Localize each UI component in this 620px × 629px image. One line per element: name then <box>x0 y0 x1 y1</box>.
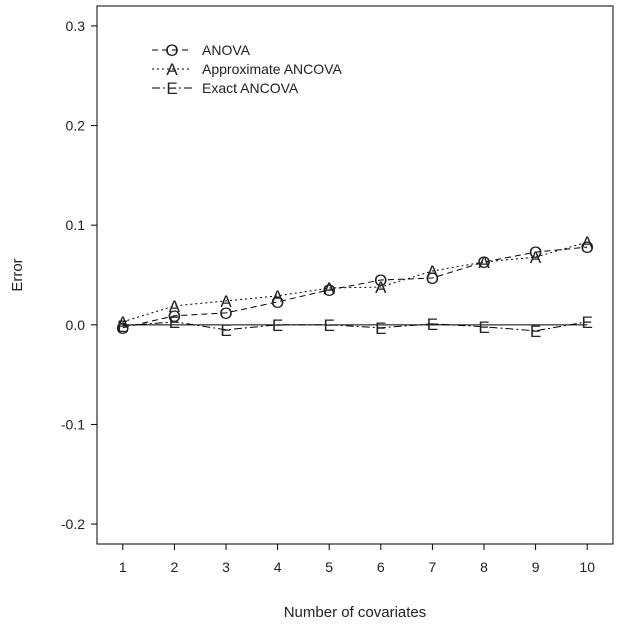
series-layer <box>122 241 588 332</box>
data-point-marker: A <box>375 278 387 297</box>
data-point-marker: O <box>477 253 490 272</box>
series-line-3 <box>122 321 588 332</box>
legend-marker: A <box>166 60 178 79</box>
y-axis: -0.2 -0.1 0.0 0.1 0.2 0.3 <box>61 18 97 532</box>
y-tick-label: -0.2 <box>61 516 85 532</box>
data-point-marker: O <box>581 238 594 257</box>
series-line-1 <box>122 246 588 329</box>
x-tick-label: 2 <box>171 559 179 575</box>
data-point-marker: O <box>116 319 129 338</box>
x-tick-label: 4 <box>274 559 282 575</box>
data-point-marker: E <box>117 317 128 336</box>
y-tick-label: 0.3 <box>66 18 86 34</box>
data-point-marker: E <box>375 319 386 338</box>
plot-frame <box>96 5 614 545</box>
data-point-marker: O <box>271 293 284 312</box>
data-point-marker: A <box>582 233 594 252</box>
data-point-marker: E <box>478 318 489 337</box>
x-tick-label: 9 <box>532 559 540 575</box>
legend-label: Exact ANCOVA <box>202 80 299 96</box>
x-tick-label: 6 <box>377 559 385 575</box>
data-point-marker: E <box>427 315 438 334</box>
data-point-marker: A <box>272 287 284 306</box>
x-tick-label: 5 <box>325 559 333 575</box>
data-point-marker: E <box>272 316 283 335</box>
legend-label: ANOVA <box>202 42 251 58</box>
data-point-marker: E <box>324 316 335 335</box>
y-tick-label: -0.1 <box>61 416 85 432</box>
x-tick-label: 10 <box>579 559 595 575</box>
data-point-marker: E <box>582 313 593 332</box>
data-point-marker: O <box>426 269 439 288</box>
y-tick-label: 0.0 <box>66 317 86 333</box>
data-point-marker: O <box>323 281 336 300</box>
data-point-marker: A <box>324 279 336 298</box>
x-tick-label: 7 <box>429 559 437 575</box>
data-point-marker: O <box>529 243 542 262</box>
legend-marker: O <box>165 41 178 60</box>
y-tick-label: 0.2 <box>66 118 86 134</box>
x-axis: 1 2 3 4 5 6 7 8 9 10 <box>119 544 595 575</box>
data-point-marker: A <box>530 248 542 267</box>
x-tick-label: 3 <box>222 559 230 575</box>
data-point-marker: E <box>220 321 231 340</box>
data-point-marker: O <box>168 307 181 326</box>
legend-label: Approximate ANCOVA <box>202 61 342 77</box>
data-point-marker: A <box>117 313 129 332</box>
legend-marker: E <box>166 79 177 98</box>
data-point-marker: E <box>530 322 541 341</box>
data-point-marker: A <box>220 292 232 311</box>
legend: O ANOVA A Approximate ANCOVA E Exact ANCOVA <box>152 41 342 98</box>
data-point-marker: A <box>427 262 439 281</box>
series-line-2 <box>122 241 588 323</box>
data-point-marker: E <box>169 313 180 332</box>
data-point-marker: O <box>219 304 232 323</box>
y-axis-title: Error <box>9 258 26 291</box>
x-axis-title: Number of covariates <box>284 604 427 621</box>
x-tick-label: 1 <box>119 559 127 575</box>
data-point-marker: O <box>374 271 387 290</box>
y-tick-label: 0.1 <box>66 217 86 233</box>
data-point-marker: A <box>169 297 181 316</box>
data-point-marker: A <box>478 253 490 272</box>
x-tick-label: 8 <box>480 559 488 575</box>
